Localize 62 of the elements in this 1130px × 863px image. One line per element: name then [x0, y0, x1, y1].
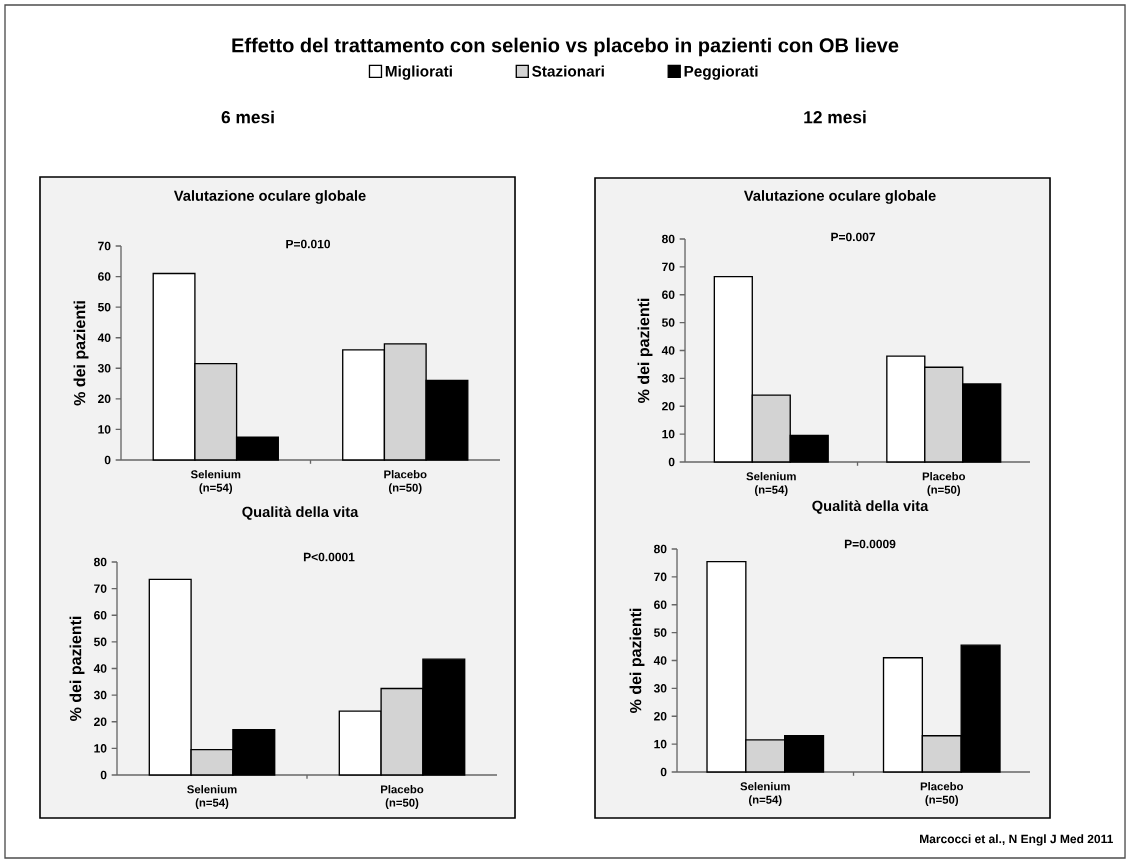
legend-label: Stazionari: [532, 65, 604, 77]
x-tick-label: Selenium (n=54): [187, 785, 237, 809]
y-tick-label: 80: [661, 234, 675, 244]
y-tick-label: 70: [98, 241, 111, 251]
y-tick-label: 30: [653, 684, 667, 693]
y-tick-label: 0: [100, 770, 107, 780]
x-tick-label: Placebo (n=50): [920, 782, 964, 806]
y-tick-label: 70: [94, 584, 107, 593]
y-tick-label: 80: [93, 557, 107, 567]
y-tick-label: 50: [93, 637, 107, 647]
legend-label: Peggiorati: [684, 65, 758, 80]
y-tick-label: 60: [98, 272, 111, 281]
y-tick-label: 10: [98, 425, 111, 434]
y-tick-label: 60: [654, 600, 667, 609]
y-axis-title: % dei pazienti: [73, 301, 89, 406]
y-axis-title: % dei pazienti: [637, 298, 653, 403]
y-tick-label: 80: [653, 544, 667, 554]
y-tick-label: 30: [93, 690, 107, 700]
y-axis-title: % dei pazienti: [629, 608, 645, 713]
y-tick-label: 50: [653, 628, 667, 637]
text: P=0.0009: [844, 539, 896, 549]
y-tick-label: 30: [661, 374, 675, 383]
annotation: P=0.010: [286, 239, 331, 249]
y-tick-label: 10: [94, 744, 107, 753]
y-tick-label: 20: [94, 717, 107, 727]
chart-title: Qualità della vita: [242, 506, 359, 520]
x-tick-label: Placebo (n=50): [384, 470, 427, 494]
text: 6 mesi: [221, 110, 274, 124]
annotation: P=0.007: [831, 232, 876, 242]
y-tick-label: 20: [654, 711, 667, 721]
y-tick-label: 30: [97, 364, 111, 373]
y-tick-label: 10: [662, 429, 675, 439]
y-tick-label: 70: [662, 262, 675, 272]
y-axis-title: % dei pazienti: [69, 616, 85, 721]
y-tick-label: 40: [97, 333, 111, 342]
y-tick-label: 40: [93, 664, 107, 673]
x-tick-label: Selenium (n=54): [740, 782, 790, 806]
y-tick-label: 40: [661, 346, 675, 355]
y-tick-label: 10: [654, 739, 667, 749]
text: 12 mesi: [804, 110, 866, 124]
chart-title: Valutazione oculare globale: [743, 190, 936, 204]
x-tick-label: Placebo (n=50): [381, 785, 424, 809]
y-tick-label: 20: [98, 394, 111, 404]
chart-title: Valutazione oculare globale: [173, 190, 366, 204]
legend-label: Migliorati: [385, 65, 452, 80]
y-tick-label: 40: [653, 656, 667, 665]
y-tick-label: 0: [668, 457, 675, 467]
y-tick-label: 70: [654, 572, 667, 582]
y-tick-label: 20: [662, 401, 675, 411]
y-tick-label: 0: [104, 455, 111, 465]
text: P<0.0001: [303, 552, 355, 562]
y-tick-label: 0: [660, 767, 667, 777]
x-tick-label: Selenium (n=54): [746, 472, 796, 496]
y-tick-label: 50: [97, 302, 111, 312]
text: Effetto del trattamento con selenio vs placebo in pazienti con OB lieve: [232, 37, 899, 57]
y-tick-label: 50: [661, 318, 675, 327]
x-tick-label: Placebo (n=50): [922, 472, 966, 496]
y-tick-label: 60: [662, 290, 675, 299]
y-tick-label: 60: [94, 611, 107, 620]
text: Marcocci et al., N Engl J Med 2011: [920, 834, 1113, 846]
chart-title: Qualità della vita: [812, 500, 929, 514]
x-tick-label: Selenium (n=54): [190, 470, 241, 494]
